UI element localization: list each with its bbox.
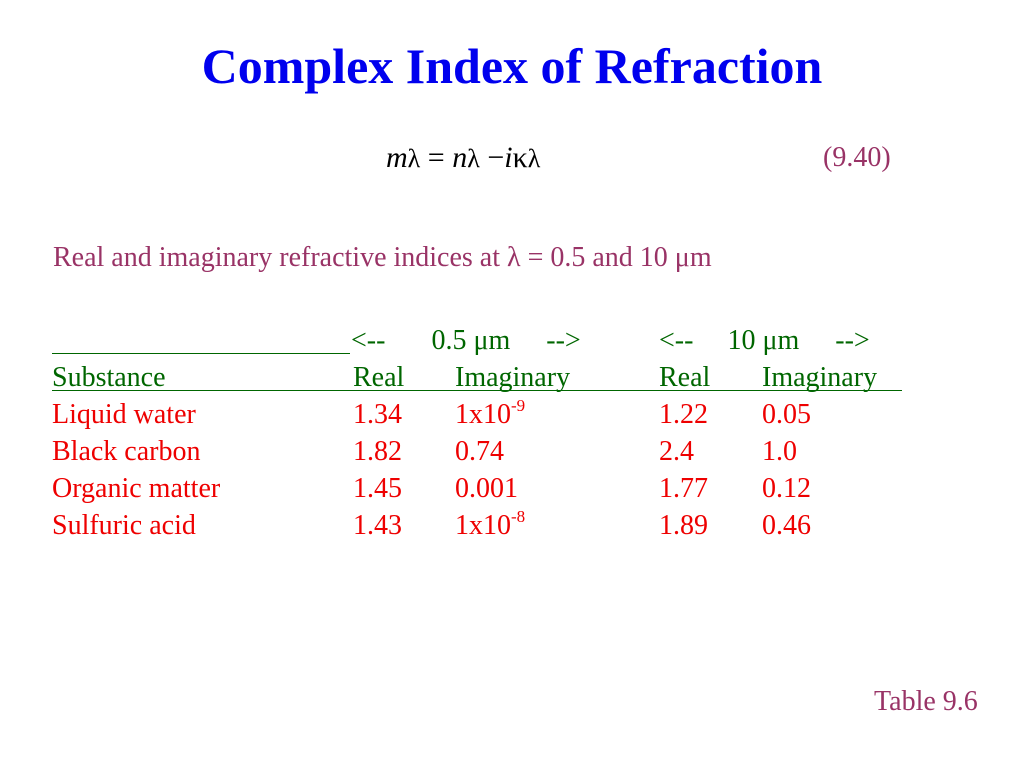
real-10um-value: 1.77 (659, 470, 708, 507)
equation-m: m (386, 141, 408, 174)
equation-n: n (452, 141, 467, 174)
range-10um-open-arrow: <-- (659, 322, 693, 359)
range-0.5um-label: 0.5 μm (431, 322, 510, 359)
imaginary-10um-value: 0.46 (762, 507, 811, 544)
range-0.5um-close-arrow: --> (546, 322, 580, 359)
imaginary-0.5um-value: 0.74 (455, 433, 504, 470)
header-imaginary-10um: Imaginary (762, 359, 877, 396)
equation-kappa: κ (513, 141, 528, 174)
range-10um: <-- 10 μm --> (659, 322, 870, 359)
equation-number: (9.40) (823, 140, 891, 176)
table-caption: Real and imaginary refractive indices at… (53, 240, 712, 276)
imaginary-10um-value: 0.05 (762, 396, 811, 433)
range-0.5um-open-arrow: <-- (351, 322, 385, 359)
equation-lambda-subscript-1: λ (408, 144, 421, 173)
real-10um-value: 2.4 (659, 433, 694, 470)
imaginary-10um-value: 1.0 (762, 433, 797, 470)
equation-minus: − (480, 141, 504, 174)
imaginary-0.5um-mantissa: 1x10 (455, 399, 511, 430)
equation-equals: = (420, 141, 452, 174)
range-0.5um: <-- 0.5 μm --> (351, 322, 581, 359)
real-10um-value: 1.89 (659, 507, 708, 544)
imaginary-0.5um-exponent: -8 (511, 507, 525, 526)
table-header-row: Substance Real Imaginary Real Imaginary (52, 359, 932, 396)
wavelength-range-row: <-- 0.5 μm --> <-- 10 μm --> (52, 322, 932, 359)
header-real-0.5um: Real (353, 359, 404, 396)
table-row: Liquid water 1.34 1x10-9 1.22 0.05 (52, 396, 932, 433)
table-row: Sulfuric acid 1.43 1x10-8 1.89 0.46 (52, 507, 932, 544)
header-real-10um: Real (659, 359, 710, 396)
slide-title: Complex Index of Refraction (0, 36, 1024, 96)
imaginary-0.5um-exponent: -9 (511, 396, 525, 415)
equation-lambda-subscript-3: λ (528, 144, 541, 173)
imaginary-10um-value: 0.12 (762, 470, 811, 507)
equation: mλ = nλ −iκλ (386, 138, 540, 179)
substance-name: Organic matter (52, 470, 220, 507)
real-0.5um-value: 1.43 (353, 507, 402, 544)
equation-i: i (504, 141, 512, 174)
imaginary-0.5um-value: 1x10-9 (455, 396, 525, 433)
real-0.5um-value: 1.34 (353, 396, 402, 433)
header-substance: Substance (52, 359, 166, 396)
real-0.5um-value: 1.82 (353, 433, 402, 470)
imaginary-0.5um-value: 0.001 (455, 470, 518, 507)
substance-name: Liquid water (52, 396, 196, 433)
real-0.5um-value: 1.45 (353, 470, 402, 507)
header-imaginary-0.5um: Imaginary (455, 359, 570, 396)
equation-lambda-subscript-2: λ (467, 144, 480, 173)
imaginary-0.5um-value: 1x10-8 (455, 507, 525, 544)
table-row: Organic matter 1.45 0.001 1.77 0.12 (52, 470, 932, 507)
refractive-index-table: <-- 0.5 μm --> <-- 10 μm --> Substance Real … (52, 322, 932, 544)
imaginary-0.5um-mantissa: 1x10 (455, 510, 511, 541)
table-number-label: Table 9.6 (874, 684, 978, 720)
substance-name: Black carbon (52, 433, 201, 470)
substance-name: Sulfuric acid (52, 507, 196, 544)
real-10um-value: 1.22 (659, 396, 708, 433)
header-blank-underline (52, 353, 350, 354)
table-row: Black carbon 1.82 0.74 2.4 1.0 (52, 433, 932, 470)
range-10um-label: 10 μm (727, 322, 799, 359)
range-10um-close-arrow: --> (835, 322, 869, 359)
